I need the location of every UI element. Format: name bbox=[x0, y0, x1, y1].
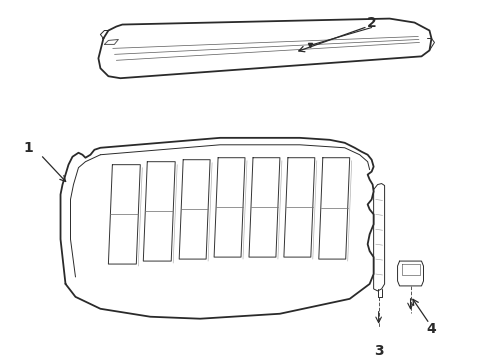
Text: 3: 3 bbox=[374, 343, 384, 357]
Text: 4: 4 bbox=[427, 321, 436, 336]
Text: 2: 2 bbox=[367, 15, 376, 30]
Text: 1: 1 bbox=[24, 141, 33, 155]
